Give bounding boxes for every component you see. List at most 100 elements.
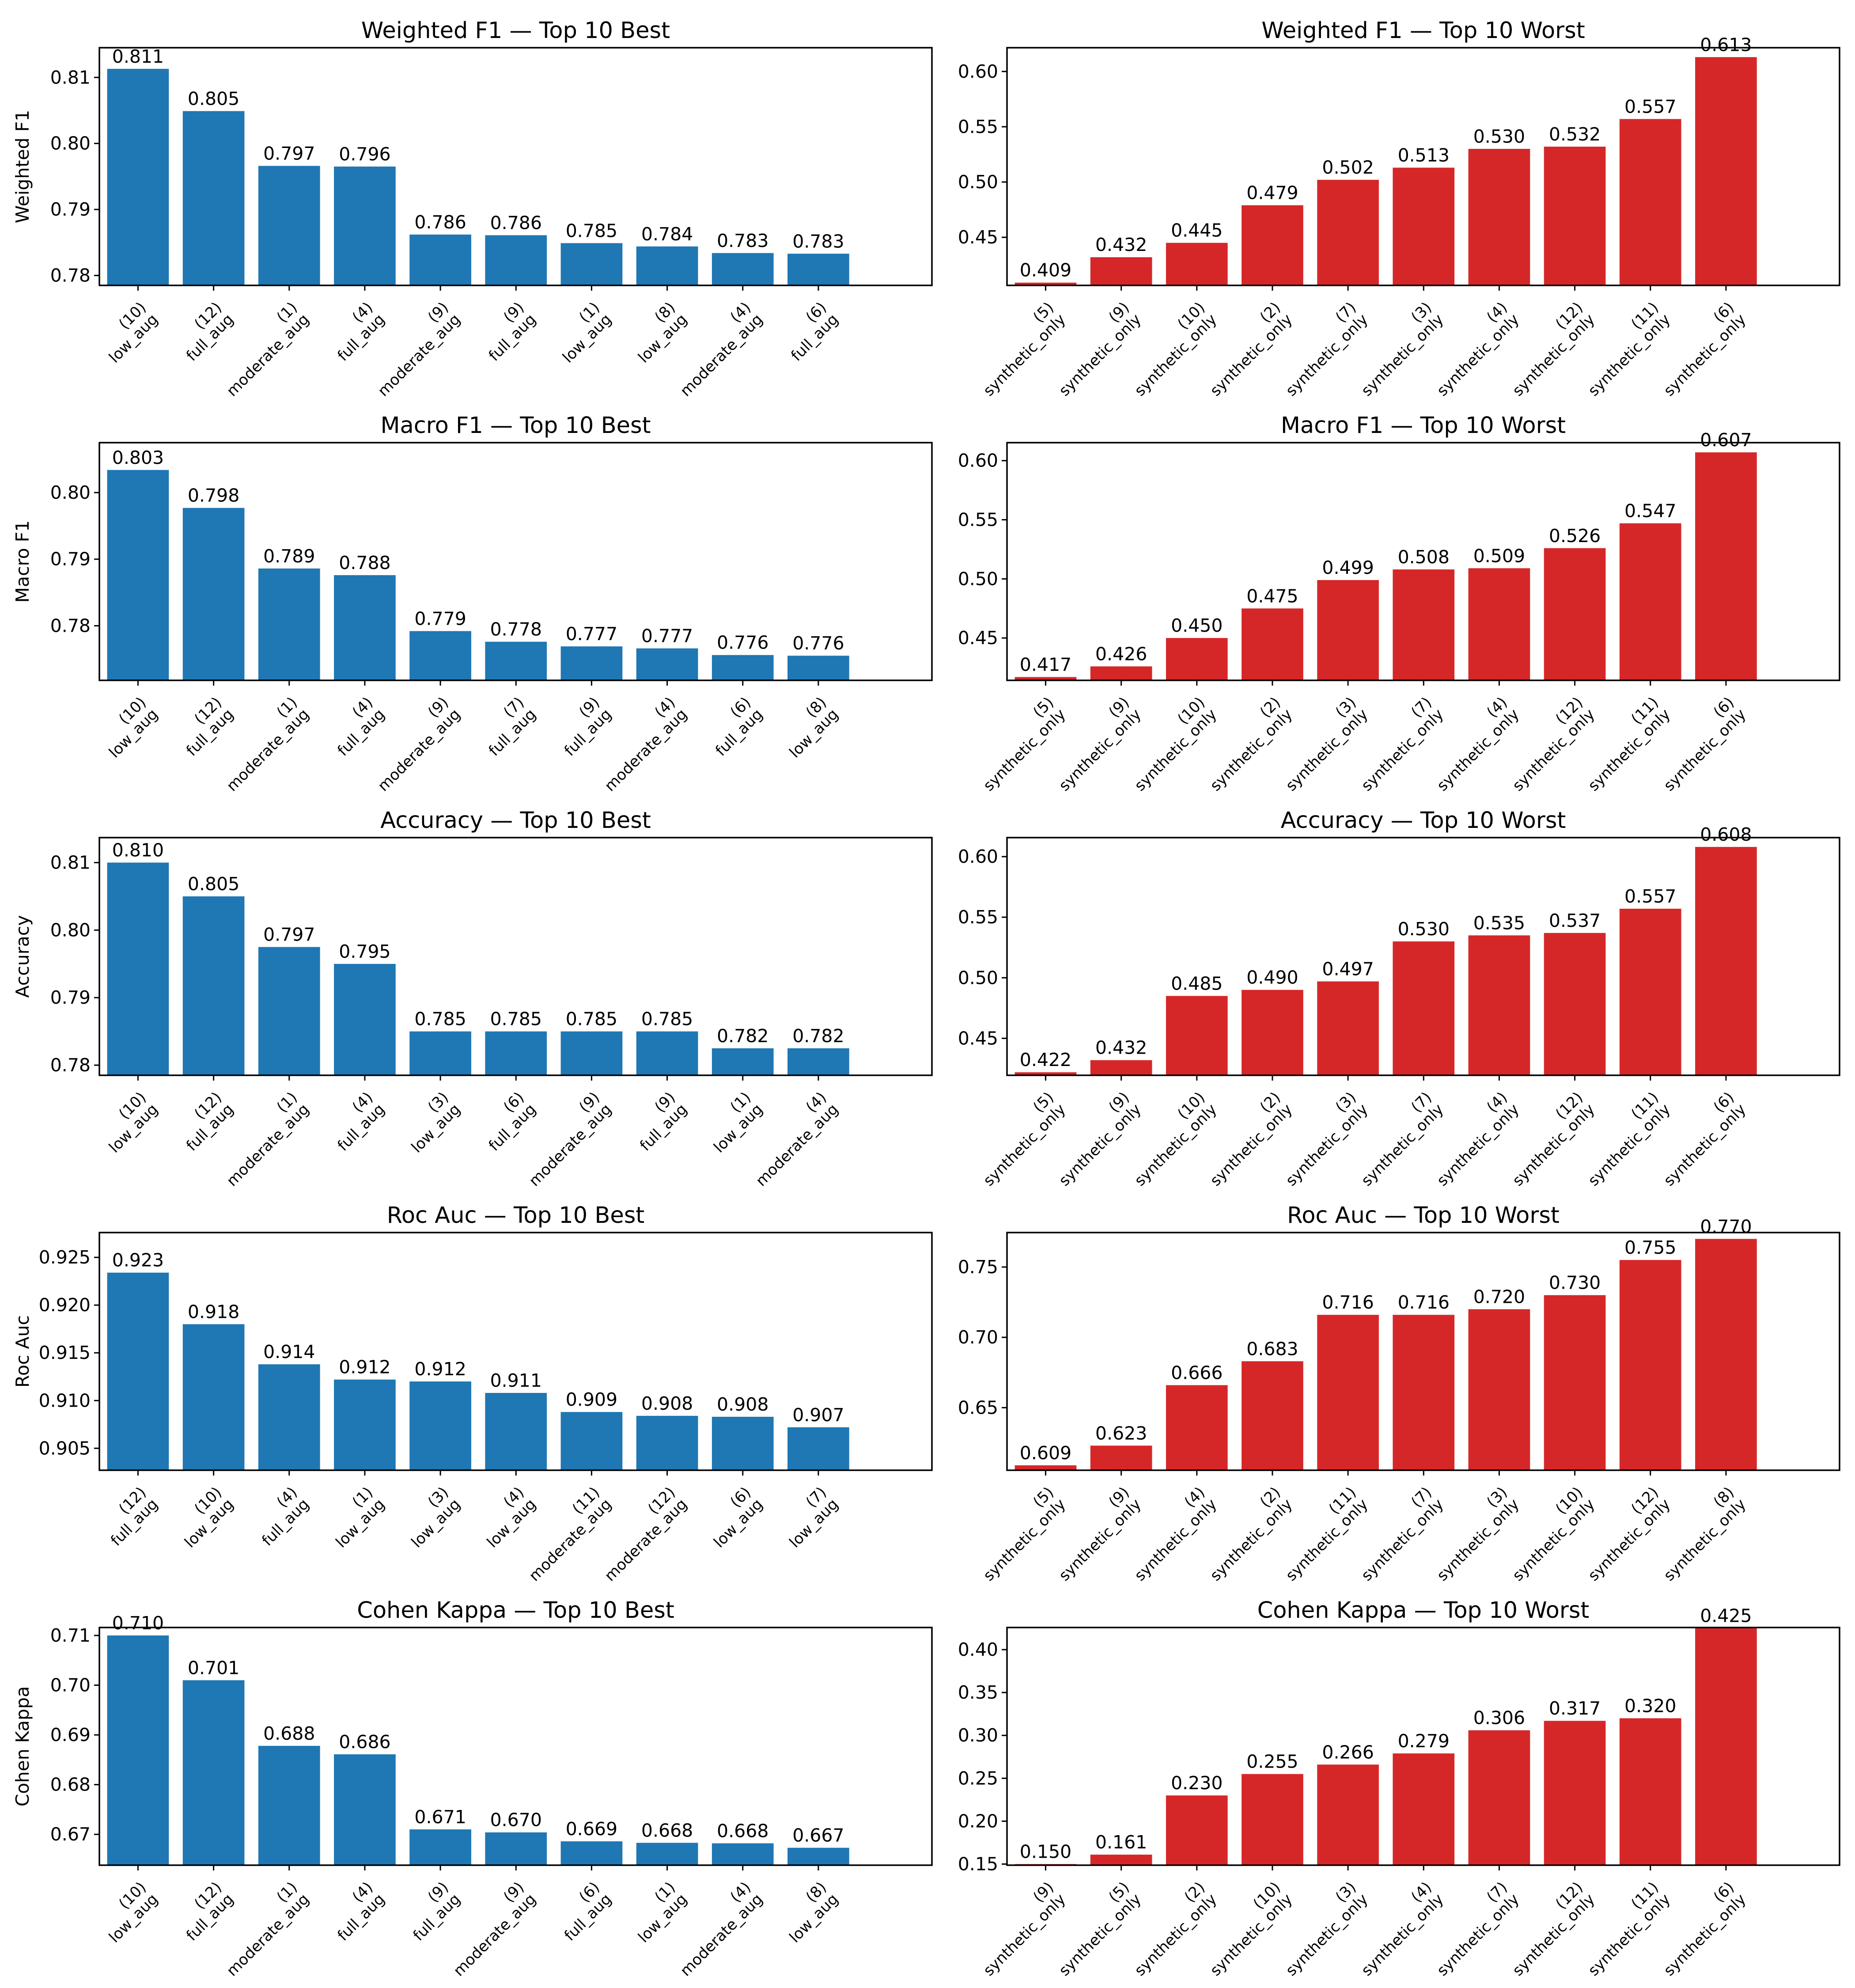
x-tick-label: (8)low_aug — [774, 1878, 842, 1946]
plot-frame — [98, 47, 933, 286]
x-tick-label: (12)full_aug — [171, 694, 237, 759]
x-tick-label: (8)low_aug — [774, 694, 842, 761]
data-label: 0.907 — [792, 1404, 844, 1426]
y-axis-label: Weighted F1 — [12, 110, 33, 224]
y-tick-label: 0.30 — [958, 1725, 998, 1746]
data-label: 0.670 — [490, 1810, 542, 1831]
plot-frame — [98, 1627, 933, 1866]
bar — [1695, 452, 1757, 680]
y-tick-label: 0.60 — [958, 61, 998, 82]
x-tick-label: (6)full_aug — [473, 1089, 539, 1154]
y-tick-label: 0.55 — [958, 907, 998, 928]
y-tick-label: 0.79 — [50, 199, 91, 220]
data-label: 0.730 — [1549, 1272, 1601, 1294]
bar — [560, 646, 623, 680]
x-tick-label: (3)low_aug — [396, 1089, 464, 1156]
plot-frame — [1006, 47, 1840, 286]
data-label: 0.668 — [641, 1820, 693, 1841]
data-label: 0.785 — [414, 1009, 466, 1030]
y-tick-label: 0.50 — [958, 568, 998, 589]
y-tick-label: 0.69 — [50, 1724, 91, 1745]
x-tick-label: (4)full_aug — [247, 1483, 313, 1549]
bar — [636, 246, 698, 285]
y-axis-label: Accuracy — [12, 915, 33, 998]
bar — [1317, 180, 1379, 285]
bar — [712, 655, 774, 680]
y-axis-label: Cohen Kappa — [12, 1686, 33, 1806]
bar — [409, 234, 471, 285]
bar — [1317, 1315, 1379, 1470]
data-label: 0.777 — [641, 626, 693, 647]
data-label: 0.432 — [1095, 234, 1147, 255]
y-tick-label: 0.79 — [50, 987, 91, 1008]
bar — [1695, 57, 1757, 285]
bar — [1317, 1764, 1379, 1865]
chart-title: Weighted F1 — Top 10 Worst — [1261, 18, 1585, 44]
x-tick-label: (10)low_aug — [94, 299, 161, 366]
y-tick-label: 0.40 — [958, 1639, 998, 1660]
data-label: 0.918 — [188, 1301, 239, 1322]
data-label: 0.716 — [1398, 1292, 1450, 1313]
data-label: 0.530 — [1473, 126, 1525, 147]
x-tick-label: (6)low_aug — [698, 1483, 766, 1551]
data-label: 0.666 — [1171, 1362, 1223, 1383]
bar — [1544, 146, 1606, 285]
x-tick-label: (5)synthetic_only — [968, 1089, 1069, 1190]
data-label: 0.445 — [1171, 220, 1223, 241]
y-tick-label: 0.50 — [958, 967, 998, 988]
data-label: 0.782 — [792, 1025, 844, 1047]
bar — [182, 1680, 245, 1865]
data-label: 0.607 — [1700, 429, 1752, 451]
bar — [1015, 1465, 1077, 1470]
y-tick-label: 0.75 — [958, 1256, 998, 1278]
bar — [334, 964, 396, 1075]
plot-frame — [98, 442, 933, 681]
chart-panel-8: Roc Auc — Top 10 Worst 0.609 (5)synthetic_… — [958, 1203, 1840, 1585]
chart-panel-2: Weighted F1 — Top 10 Worst 0.409 (5)synthe… — [958, 18, 1840, 400]
x-tick-label: (1)low_aug — [321, 1483, 388, 1551]
data-label: 0.683 — [1246, 1338, 1298, 1359]
y-tick-label: 0.81 — [50, 67, 91, 88]
bar — [1242, 1774, 1303, 1865]
bar — [258, 1364, 320, 1470]
data-label: 0.914 — [263, 1341, 315, 1362]
data-label: 0.908 — [641, 1393, 693, 1414]
data-label: 0.508 — [1398, 546, 1450, 568]
data-label: 0.788 — [339, 552, 390, 573]
bar — [1242, 205, 1303, 285]
data-label: 0.317 — [1549, 1698, 1601, 1719]
x-tick-label: (9)full_aug — [625, 1089, 690, 1154]
y-tick-label: 0.81 — [50, 852, 91, 873]
bar — [1544, 1721, 1606, 1865]
x-tick-label: (4)full_aug — [322, 299, 388, 364]
x-tick-label: (1)low_aug — [623, 1878, 690, 1946]
bar — [334, 1379, 396, 1470]
data-label: 0.803 — [112, 447, 164, 468]
data-label: 0.797 — [263, 924, 315, 945]
y-tick-label: 0.45 — [958, 627, 998, 649]
data-label: 0.911 — [490, 1370, 542, 1391]
y-tick-label: 0.55 — [958, 509, 998, 531]
x-tick-label: (4)full_aug — [322, 1878, 388, 1944]
data-label: 0.784 — [641, 224, 693, 245]
data-label: 0.782 — [717, 1025, 768, 1047]
data-label: 0.923 — [112, 1250, 164, 1271]
bar — [182, 1324, 245, 1470]
data-label: 0.479 — [1246, 182, 1298, 204]
bar — [1242, 608, 1303, 680]
chart-panel-1: Weighted F1 — Top 10 Best Weighted F1 0.81… — [12, 18, 933, 400]
bar — [334, 167, 396, 285]
bar — [1090, 1060, 1152, 1075]
chart-title: Roc Auc — Top 10 Best — [387, 1203, 645, 1229]
data-label: 0.786 — [414, 212, 466, 233]
bar — [409, 631, 471, 680]
bar — [560, 1031, 623, 1075]
x-tick-label: (8)low_aug — [623, 299, 690, 366]
y-tick-label: 0.71 — [50, 1625, 91, 1646]
bar — [636, 1843, 698, 1865]
bar — [1317, 580, 1379, 680]
bar — [1468, 148, 1530, 285]
data-label: 0.417 — [1020, 654, 1071, 675]
data-label: 0.701 — [188, 1657, 239, 1678]
bar — [636, 648, 698, 680]
